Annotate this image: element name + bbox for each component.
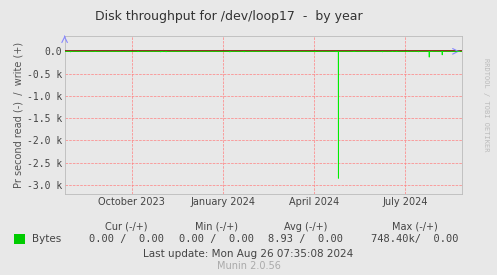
Text: RRDTOOL / TOBI OETIKER: RRDTOOL / TOBI OETIKER [483,58,489,151]
Text: 8.93 /  0.00: 8.93 / 0.00 [268,234,343,244]
Text: Bytes: Bytes [32,234,62,244]
Text: Disk throughput for /dev/loop17  -  by year: Disk throughput for /dev/loop17 - by yea… [95,10,362,23]
Text: Cur (-/+): Cur (-/+) [105,222,148,232]
Text: 748.40k/  0.00: 748.40k/ 0.00 [371,234,459,244]
Text: Avg (-/+): Avg (-/+) [284,222,328,232]
Text: Munin 2.0.56: Munin 2.0.56 [217,261,280,271]
Text: Last update: Mon Aug 26 07:35:08 2024: Last update: Mon Aug 26 07:35:08 2024 [143,249,354,259]
Text: 0.00 /  0.00: 0.00 / 0.00 [179,234,253,244]
Y-axis label: Pr second read (-)  /  write (+): Pr second read (-) / write (+) [14,42,24,188]
Text: Max (-/+): Max (-/+) [392,222,438,232]
Text: Min (-/+): Min (-/+) [195,222,238,232]
Text: 0.00 /  0.00: 0.00 / 0.00 [89,234,164,244]
